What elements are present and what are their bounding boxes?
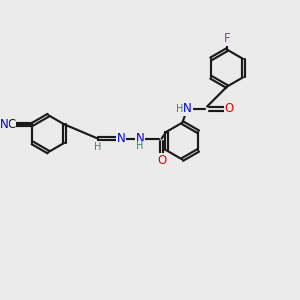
Text: H: H bbox=[136, 141, 143, 151]
Text: O: O bbox=[224, 102, 234, 116]
Text: H: H bbox=[176, 104, 183, 114]
Text: N: N bbox=[183, 102, 192, 116]
Text: N: N bbox=[135, 132, 144, 145]
Text: N: N bbox=[117, 132, 126, 145]
Text: N: N bbox=[0, 118, 8, 131]
Text: C: C bbox=[7, 118, 15, 131]
Text: H: H bbox=[94, 142, 102, 152]
Text: O: O bbox=[157, 154, 166, 167]
Text: F: F bbox=[224, 32, 230, 45]
